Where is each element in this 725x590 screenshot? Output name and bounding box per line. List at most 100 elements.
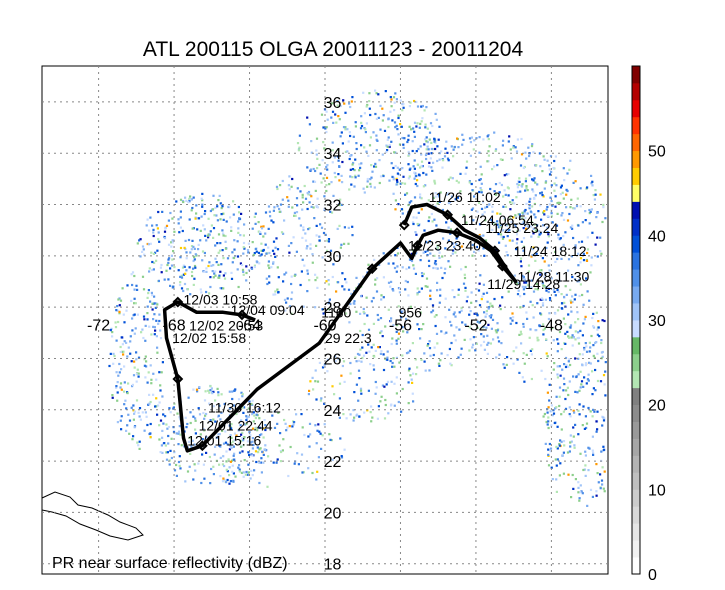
precip-pixel [243, 223, 246, 226]
precip-pixel [389, 359, 392, 363]
precip-pixel [445, 221, 448, 224]
precip-pixel [115, 386, 118, 389]
precip-pixel [401, 309, 404, 312]
precip-pixel [360, 360, 363, 363]
precip-pixel [600, 252, 603, 255]
precip-pixel [411, 140, 414, 143]
precip-pixel [517, 213, 520, 216]
precip-pixel [318, 235, 321, 238]
precip-pixel [425, 106, 428, 109]
precip-pixel [146, 318, 149, 321]
precip-pixel [426, 141, 429, 144]
precip-pixel [509, 317, 512, 320]
precip-pixel [555, 184, 558, 187]
colorbar-segment [632, 201, 640, 219]
precip-pixel [532, 246, 535, 249]
precip-pixel [432, 353, 435, 357]
precip-pixel [572, 375, 575, 378]
precip-pixel [148, 267, 151, 270]
precip-pixel [519, 164, 523, 167]
colorbar-segment [632, 370, 640, 389]
precip-pixel [351, 168, 355, 171]
precip-pixel [582, 252, 585, 255]
precip-pixel [596, 211, 599, 214]
precip-pixel [121, 343, 124, 346]
track-point [496, 260, 508, 272]
precip-pixel [123, 321, 126, 324]
precip-pixel [542, 224, 546, 227]
precip-pixel [412, 222, 415, 226]
precip-pixel [550, 424, 553, 427]
precip-pixel [118, 312, 121, 315]
precip-pixel [136, 368, 139, 371]
precip-pixel [437, 193, 440, 196]
precip-pixel [563, 295, 566, 299]
precip-pixel [167, 258, 170, 261]
precip-pixel [448, 347, 451, 351]
precip-pixel [157, 238, 160, 241]
precip-pixel [407, 163, 410, 166]
precip-pixel [224, 240, 227, 243]
precip-pixel [308, 201, 311, 204]
precip-pixel [162, 413, 165, 416]
precip-pixel [224, 430, 227, 433]
precip-pixel [331, 149, 334, 152]
precip-pixel [557, 290, 560, 293]
precip-pixel [601, 319, 604, 322]
precip-pixel [391, 337, 394, 340]
precip-pixel [258, 481, 261, 485]
precip-pixel [554, 407, 557, 410]
precip-pixel [447, 260, 450, 263]
precip-pixel [219, 270, 222, 273]
track-point [489, 245, 501, 257]
precip-pixel [602, 203, 605, 206]
precip-pixel [587, 373, 590, 376]
precip-pixel [165, 269, 168, 272]
precip-pixel [454, 339, 457, 342]
precip-pixel [193, 277, 196, 280]
precip-pixel [168, 459, 171, 462]
precip-pixel [116, 309, 119, 312]
precip-pixel [408, 153, 411, 156]
precip-pixel [539, 165, 542, 168]
precip-pixel [296, 204, 299, 207]
precip-pixel [326, 164, 329, 167]
precip-pixel [414, 358, 417, 361]
precip-pixel [574, 244, 577, 247]
colorbar-segment [632, 540, 640, 558]
precip-pixel [601, 466, 604, 469]
precip-pixel [573, 247, 576, 250]
precip-pixel [399, 99, 402, 102]
precip-pixel [192, 415, 195, 418]
precip-pixel [434, 205, 437, 208]
precip-pixel [352, 161, 355, 165]
precip-pixel [392, 262, 395, 265]
precip-pixel [458, 311, 461, 314]
precip-pixel [308, 422, 312, 425]
precip-pixel [190, 248, 193, 251]
precip-pixel [426, 254, 429, 257]
precip-pixel [558, 386, 562, 389]
precip-pixel [542, 155, 545, 158]
precip-pixel [506, 230, 509, 234]
precip-pixel [547, 420, 550, 423]
precip-pixel [218, 276, 221, 279]
precip-pixel [128, 432, 131, 435]
colorbar-segment [632, 336, 640, 355]
precip-pixel [179, 256, 182, 259]
precip-pixel [253, 469, 256, 472]
precip-pixel [228, 448, 231, 451]
precip-pixel [207, 234, 210, 237]
precip-pixel [361, 356, 364, 360]
precip-pixel [125, 341, 128, 344]
precip-pixel [359, 389, 363, 392]
precip-pixel [497, 340, 501, 343]
precip-pixel [604, 370, 607, 373]
precip-pixel [240, 391, 243, 394]
precip-pixel [496, 212, 499, 215]
precip-pixel [555, 445, 558, 448]
precip-pixel [567, 258, 571, 261]
precip-pixel [550, 277, 553, 280]
precip-pixel [521, 274, 524, 277]
precip-pixel [125, 429, 128, 432]
